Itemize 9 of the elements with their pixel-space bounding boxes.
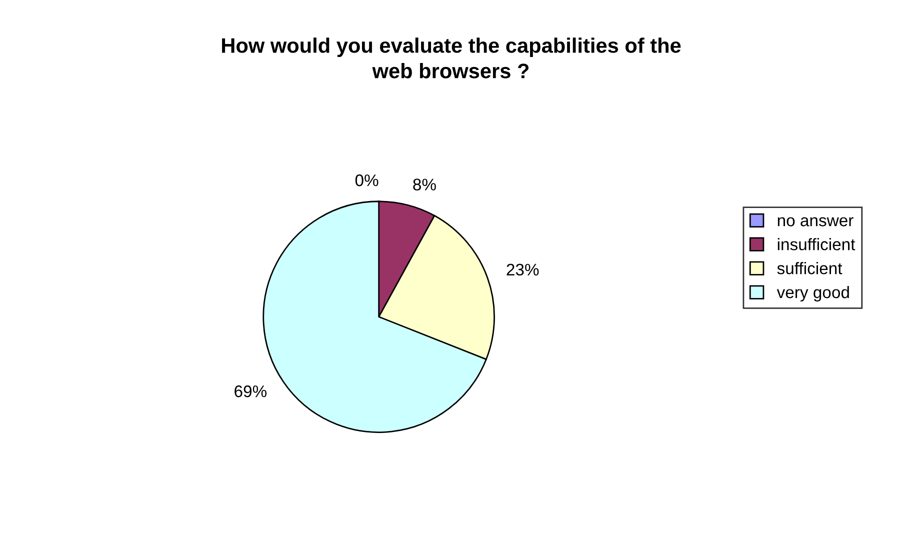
text: 0% bbox=[355, 174, 378, 186]
chart-title: How would you evaluate the capabilities of the web browsers ? bbox=[222, 38, 681, 78]
data-label: 69% bbox=[234, 385, 267, 398]
legend-label: very good bbox=[776, 286, 849, 302]
legend-label: no answer bbox=[778, 217, 854, 226]
data-label: 23% bbox=[506, 264, 539, 276]
legend-label: insufficient bbox=[778, 238, 856, 250]
legend-label: sufficient bbox=[777, 262, 842, 274]
data-label: 8% bbox=[413, 178, 436, 190]
